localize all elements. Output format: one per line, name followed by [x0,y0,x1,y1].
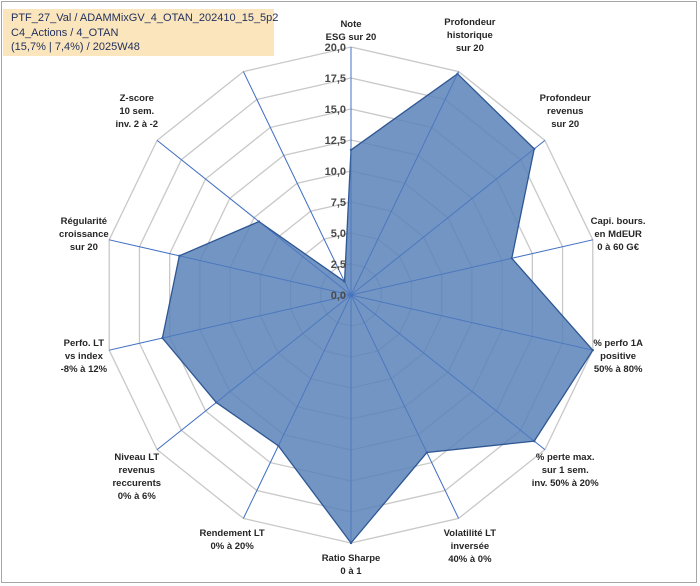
category-label-12-line-1: 10 sem. [119,106,154,117]
category-label-8-line-1: 0% à 20% [210,541,254,552]
spoke-overlay-4 [350,294,593,351]
spoke-overlay-9 [156,294,352,450]
spoke-overlay-12 [156,140,352,296]
tick-label-7: 17,5 [325,73,346,85]
category-label-2-line-0: Profondeur [540,93,591,104]
category-label-3-line-0: Capi. bours. [591,216,646,227]
category-label-11-line-1: croissance [59,229,109,240]
category-label-1-line-1: historique [447,30,493,41]
category-label-7-line-1: 0 à 1 [340,566,362,577]
category-label-12-line-0: Z-score [120,93,154,104]
tick-label-8: 20,0 [325,42,346,54]
category-label-8: Rendement LT 0% à 20% [199,528,264,552]
category-label-7: Ratio Sharpe 0 à 1 [322,553,381,577]
category-label-5: % perte max. sur 1 sem. inv. 50% à 20% [532,452,599,489]
category-label-2-line-2: sur 20 [551,119,579,130]
category-label-11-line-2: sur 20 [70,242,98,253]
category-label-4-line-0: % perfo 1A [593,338,643,349]
category-label-6-line-1: inversée [451,541,490,552]
tick-label-5: 12,5 [325,135,346,147]
category-label-5-line-2: inv. 50% à 20% [532,478,599,489]
tick-label-3: 7,5 [331,197,346,209]
category-label-9-line-0: Niveau LT [114,452,159,463]
tick-label-2: 5,0 [331,228,346,240]
category-label-4-line-2: 50% à 80% [594,364,643,375]
category-label-8-line-0: Rendement LT [199,528,264,539]
tick-label-4: 10,0 [325,166,346,178]
category-label-10-line-2: -8% à 12% [61,364,108,375]
spoke-overlay-5 [350,294,546,450]
category-label-4: % perfo 1A positive 50% à 80% [593,338,643,375]
category-label-1-line-2: sur 20 [456,43,484,54]
category-label-0-line-1: ESG sur 20 [326,32,377,43]
spoke-overlay-6 [350,294,459,519]
category-label-10: Perfo. LT vs index -8% à 12% [61,338,108,375]
chart-title-box: PTF_27_Val / ADAMMixGV_4_OTAN_202410_15_… [3,9,279,56]
category-label-layer: Note ESG sur 20 Profondeur historique sur 20… [59,17,646,577]
tick-layer: 0,0 2,5 5,0 7,5 10,0 12,5 15,0 17,5 20,0 [325,42,346,302]
title-line-3: (15,7% | 7,4%) / 2025W48 [11,41,140,53]
tick-label-1: 2,5 [331,259,346,271]
spoke-overlay-1 [350,71,459,296]
title-line-2: C4_Actions / 4_OTAN [11,26,119,39]
series-area-0 [161,72,594,545]
category-label-4-line-1: positive [600,351,636,362]
spoke-overlay-8 [243,294,352,519]
category-label-9-line-1: revenus [119,465,155,476]
spoke-overlay-13 [243,71,352,296]
tick-label-6: 15,0 [325,104,346,116]
title-line-1: PTF_27_Val / ADAMMixGV_4_OTAN_202410_15_… [11,12,279,24]
category-label-2: Profondeur revenus sur 20 [540,93,591,130]
spoke-overlay-3 [350,239,593,296]
spoke-overlay-2 [350,140,546,296]
spoke-overlay-10 [109,294,352,351]
tick-label-0: 0,0 [331,290,346,302]
category-label-11-line-0: Régularité [61,216,107,227]
category-label-9: Niveau LT revenus reccurents 0% à 6% [112,452,161,502]
spoke-overlay-11 [109,239,352,296]
category-label-3: Capi. bours. en MdEUR 0 à 60 G€ [591,216,646,253]
category-label-0-line-0: Note [340,19,361,30]
category-label-12-line-2: inv. 2 à -2 [115,119,158,130]
category-label-0: Note ESG sur 20 [326,19,377,43]
category-label-5-line-1: sur 1 sem. [542,465,589,476]
category-label-5-line-0: % perte max. [536,452,595,463]
category-label-3-line-1: en MdEUR [594,229,642,240]
category-label-10-line-0: Perfo. LT [64,338,105,349]
category-label-2-line-1: revenus [547,106,583,117]
category-label-6-line-2: 40% à 0% [448,554,492,565]
category-label-1-line-0: Profondeur [444,17,495,28]
category-label-3-line-2: 0 à 60 G€ [597,242,639,253]
category-label-1: Profondeur historique sur 20 [444,17,495,54]
category-label-6-line-0: Volatilité LT [444,528,497,539]
category-label-10-line-1: vs index [65,351,104,362]
category-label-12: Z-score 10 sem. inv. 2 à -2 [115,93,158,130]
category-label-9-line-3: 0% à 6% [118,491,157,502]
category-label-9-line-2: reccurents [112,478,161,489]
category-label-11: Régularité croissance sur 20 [59,216,109,253]
series-layer [109,47,594,545]
category-label-6: Volatilité LT inversée 40% à 0% [444,528,497,565]
category-label-7-line-0: Ratio Sharpe [322,553,381,564]
